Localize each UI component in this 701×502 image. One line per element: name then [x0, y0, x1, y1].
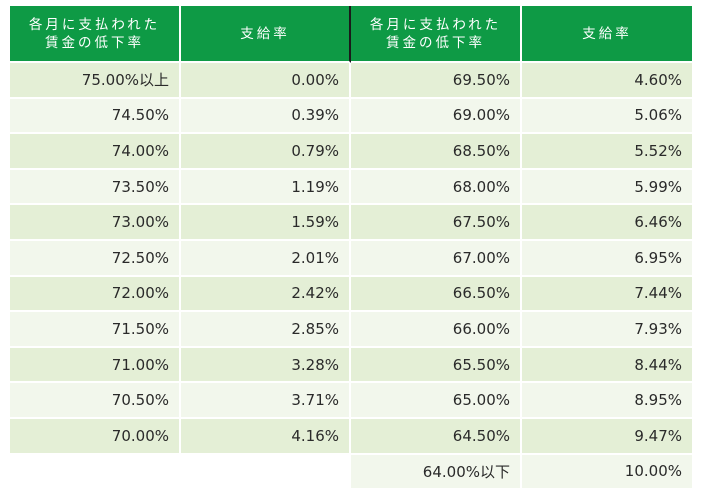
table-row: 75.00%以上 0.00% 69.50% 4.60% — [10, 63, 692, 99]
table-row: 71.50% 2.85% 66.00% 7.93% — [10, 312, 692, 348]
header-wage-decline-rate-left: 各月に支払われた 賃金の低下率 — [10, 6, 181, 63]
header-label: 支給率 — [582, 25, 632, 42]
cell-payment-rate-right: 9.47% — [522, 418, 692, 455]
cell-wage-decline-rate-left: 73.00% — [10, 205, 181, 241]
cell-wage-decline-rate-right: 64.00%以下 — [351, 454, 522, 491]
cell-payment-rate-right: 5.52% — [522, 134, 692, 170]
table-row: 70.50% 3.71% 65.00% 8.95% — [10, 383, 692, 419]
cell-wage-decline-rate-left: 73.50% — [10, 169, 181, 206]
cell-payment-rate-left: 1.19% — [181, 169, 351, 206]
header-label: 各月に支払われた 賃金の低下率 — [28, 16, 161, 51]
table-row: 64.00%以下 10.00% — [10, 454, 692, 491]
cell-wage-decline-rate-left: 74.50% — [10, 98, 181, 135]
cell-wage-decline-rate-left: 72.00% — [10, 276, 181, 313]
cell-payment-rate-right: 4.60% — [522, 63, 692, 99]
cell-payment-rate-right: 8.44% — [522, 347, 692, 384]
cell-wage-decline-rate-right: 66.50% — [351, 276, 522, 313]
cell-payment-rate-left: 3.71% — [181, 383, 351, 419]
cell-wage-decline-rate-right: 67.50% — [351, 205, 522, 241]
table-header-row: 各月に支払われた 賃金の低下率 支給率 各月に支払われた 賃金の低下率 支給率 — [10, 6, 692, 63]
table-row: 72.50% 2.01% 67.00% 6.95% — [10, 240, 692, 277]
cell-wage-decline-rate-left: 70.00% — [10, 418, 181, 455]
cell-wage-decline-rate-right: 68.50% — [351, 134, 522, 170]
cell-payment-rate-left: 0.39% — [181, 98, 351, 135]
cell-wage-decline-rate-right: 69.50% — [351, 63, 522, 99]
cell-wage-decline-rate-right: 69.00% — [351, 98, 522, 135]
cell-payment-rate-left: 4.16% — [181, 418, 351, 455]
cell-payment-rate-right: 8.95% — [522, 383, 692, 419]
cell-wage-decline-rate-right: 66.00% — [351, 312, 522, 348]
cell-wage-decline-rate-right: 67.00% — [351, 240, 522, 277]
table-row: 72.00% 2.42% 66.50% 7.44% — [10, 276, 692, 313]
benefit-rate-table: 各月に支払われた 賃金の低下率 支給率 各月に支払われた 賃金の低下率 支給率 … — [10, 6, 692, 491]
cell-payment-rate-left: 2.42% — [181, 276, 351, 313]
table-row: 74.00% 0.79% 68.50% 5.52% — [10, 134, 692, 170]
cell-wage-decline-rate-right: 64.50% — [351, 418, 522, 455]
table-row: 74.50% 0.39% 69.00% 5.06% — [10, 98, 692, 135]
cell-wage-decline-rate-left: 75.00%以上 — [10, 63, 181, 99]
header-label: 各月に支払われた 賃金の低下率 — [369, 16, 502, 51]
header-wage-decline-rate-right: 各月に支払われた 賃金の低下率 — [351, 6, 522, 63]
header-payment-rate-right: 支給率 — [522, 6, 692, 63]
table-row: 73.00% 1.59% 67.50% 6.46% — [10, 205, 692, 241]
cell-wage-decline-rate-left: 70.50% — [10, 383, 181, 419]
cell-payment-rate-right: 5.99% — [522, 169, 692, 206]
cell-payment-rate-left: 0.79% — [181, 134, 351, 170]
cell-wage-decline-rate-left: 71.00% — [10, 347, 181, 384]
cell-wage-decline-rate-right: 65.50% — [351, 347, 522, 384]
cell-payment-rate-right: 10.00% — [522, 454, 692, 491]
cell-payment-rate-right: 5.06% — [522, 98, 692, 135]
cell-payment-rate-right: 7.93% — [522, 312, 692, 348]
table-row: 70.00% 4.16% 64.50% 9.47% — [10, 418, 692, 455]
cell-wage-decline-rate-left: 74.00% — [10, 134, 181, 170]
header-payment-rate-left: 支給率 — [181, 6, 351, 63]
cell-payment-rate-left: 2.85% — [181, 312, 351, 348]
cell-payment-rate-left: 2.01% — [181, 240, 351, 277]
cell-payment-rate-left: 3.28% — [181, 347, 351, 384]
header-label: 支給率 — [240, 25, 290, 42]
cell-payment-rate-left — [181, 454, 351, 491]
cell-payment-rate-right: 6.95% — [522, 240, 692, 277]
cell-wage-decline-rate-left: 71.50% — [10, 312, 181, 348]
cell-payment-rate-left: 1.59% — [181, 205, 351, 241]
cell-wage-decline-rate-left — [10, 454, 181, 491]
table-row: 71.00% 3.28% 65.50% 8.44% — [10, 347, 692, 384]
cell-wage-decline-rate-right: 68.00% — [351, 169, 522, 206]
table-row: 73.50% 1.19% 68.00% 5.99% — [10, 169, 692, 206]
cell-payment-rate-right: 6.46% — [522, 205, 692, 241]
cell-wage-decline-rate-right: 65.00% — [351, 383, 522, 419]
cell-payment-rate-left: 0.00% — [181, 63, 351, 99]
cell-wage-decline-rate-left: 72.50% — [10, 240, 181, 277]
cell-payment-rate-right: 7.44% — [522, 276, 692, 313]
